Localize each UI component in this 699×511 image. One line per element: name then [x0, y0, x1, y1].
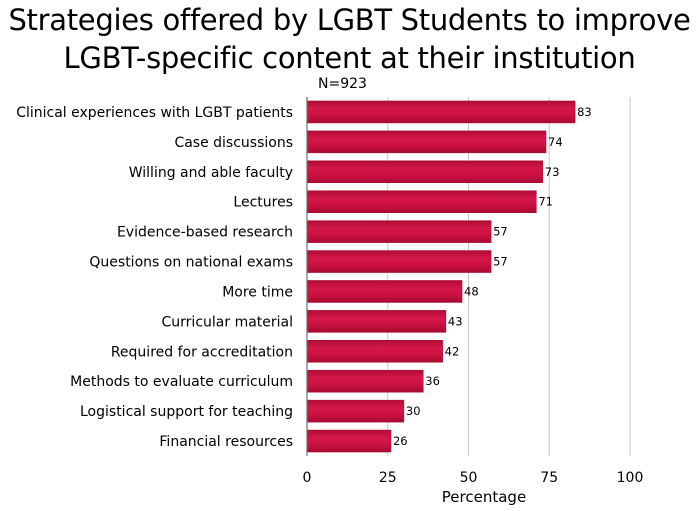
data-label-7: 43 — [448, 314, 463, 328]
x-axis-title: Percentage — [442, 488, 526, 506]
category-label-9: Methods to evaluate curriculum — [70, 374, 293, 390]
data-label-3: 71 — [538, 195, 553, 209]
x-tick-label-75: 75 — [540, 470, 558, 486]
x-tick-label-25: 25 — [379, 470, 397, 486]
category-label-11: Financial resources — [159, 434, 293, 450]
bar-0 — [306, 100, 576, 124]
data-label-6: 48 — [464, 284, 479, 298]
grid-lines — [387, 97, 631, 456]
category-label-4: Evidence-based research — [117, 225, 293, 241]
data-label-10: 30 — [406, 404, 421, 418]
bar-7 — [306, 310, 447, 333]
data-label-4: 57 — [493, 225, 508, 239]
sample-size-label: N=923 — [318, 76, 367, 92]
bar-5 — [306, 250, 492, 273]
bar-10 — [306, 399, 405, 423]
x-tick-label-0: 0 — [303, 470, 312, 486]
category-label-7: Curricular material — [162, 314, 293, 330]
data-label-0: 83 — [577, 105, 592, 119]
bars — [306, 100, 576, 453]
data-label-8: 42 — [445, 344, 460, 358]
chart-title-line-1: Strategies offered by LGBT Students to i… — [8, 3, 691, 37]
data-label-5: 57 — [493, 255, 508, 269]
category-label-1: Case discussions — [174, 135, 293, 151]
category-label-2: Willing and able faculty — [129, 165, 293, 181]
bar-11 — [306, 429, 392, 453]
data-label-9: 36 — [425, 374, 440, 388]
category-label-5: Questions on national exams — [89, 255, 293, 271]
data-label-2: 73 — [545, 165, 560, 179]
x-tick-label-50: 50 — [460, 470, 478, 486]
category-label-10: Logistical support for teaching — [80, 404, 293, 420]
x-tick-label-100: 100 — [617, 470, 644, 486]
bar-3 — [306, 190, 537, 213]
data-label-1: 74 — [548, 135, 563, 149]
bar-2 — [306, 160, 544, 184]
bar-6 — [306, 280, 463, 303]
category-label-8: Required for accreditation — [111, 344, 293, 360]
bar-4 — [306, 220, 492, 243]
bar-1 — [306, 130, 547, 154]
labels: 0 25 50 75 100 Clinical experiences with LGBT… — [16, 105, 643, 506]
bar-9 — [306, 369, 424, 393]
category-label-6: More time — [222, 284, 293, 300]
category-label-0: Clinical experiences with LGBT patients — [16, 105, 293, 121]
category-label-3: Lectures — [233, 195, 293, 211]
data-label-11: 26 — [393, 434, 408, 448]
bar-8 — [306, 340, 443, 363]
chart-title-line-2: LGBT-specific content at their instituti… — [63, 41, 636, 75]
